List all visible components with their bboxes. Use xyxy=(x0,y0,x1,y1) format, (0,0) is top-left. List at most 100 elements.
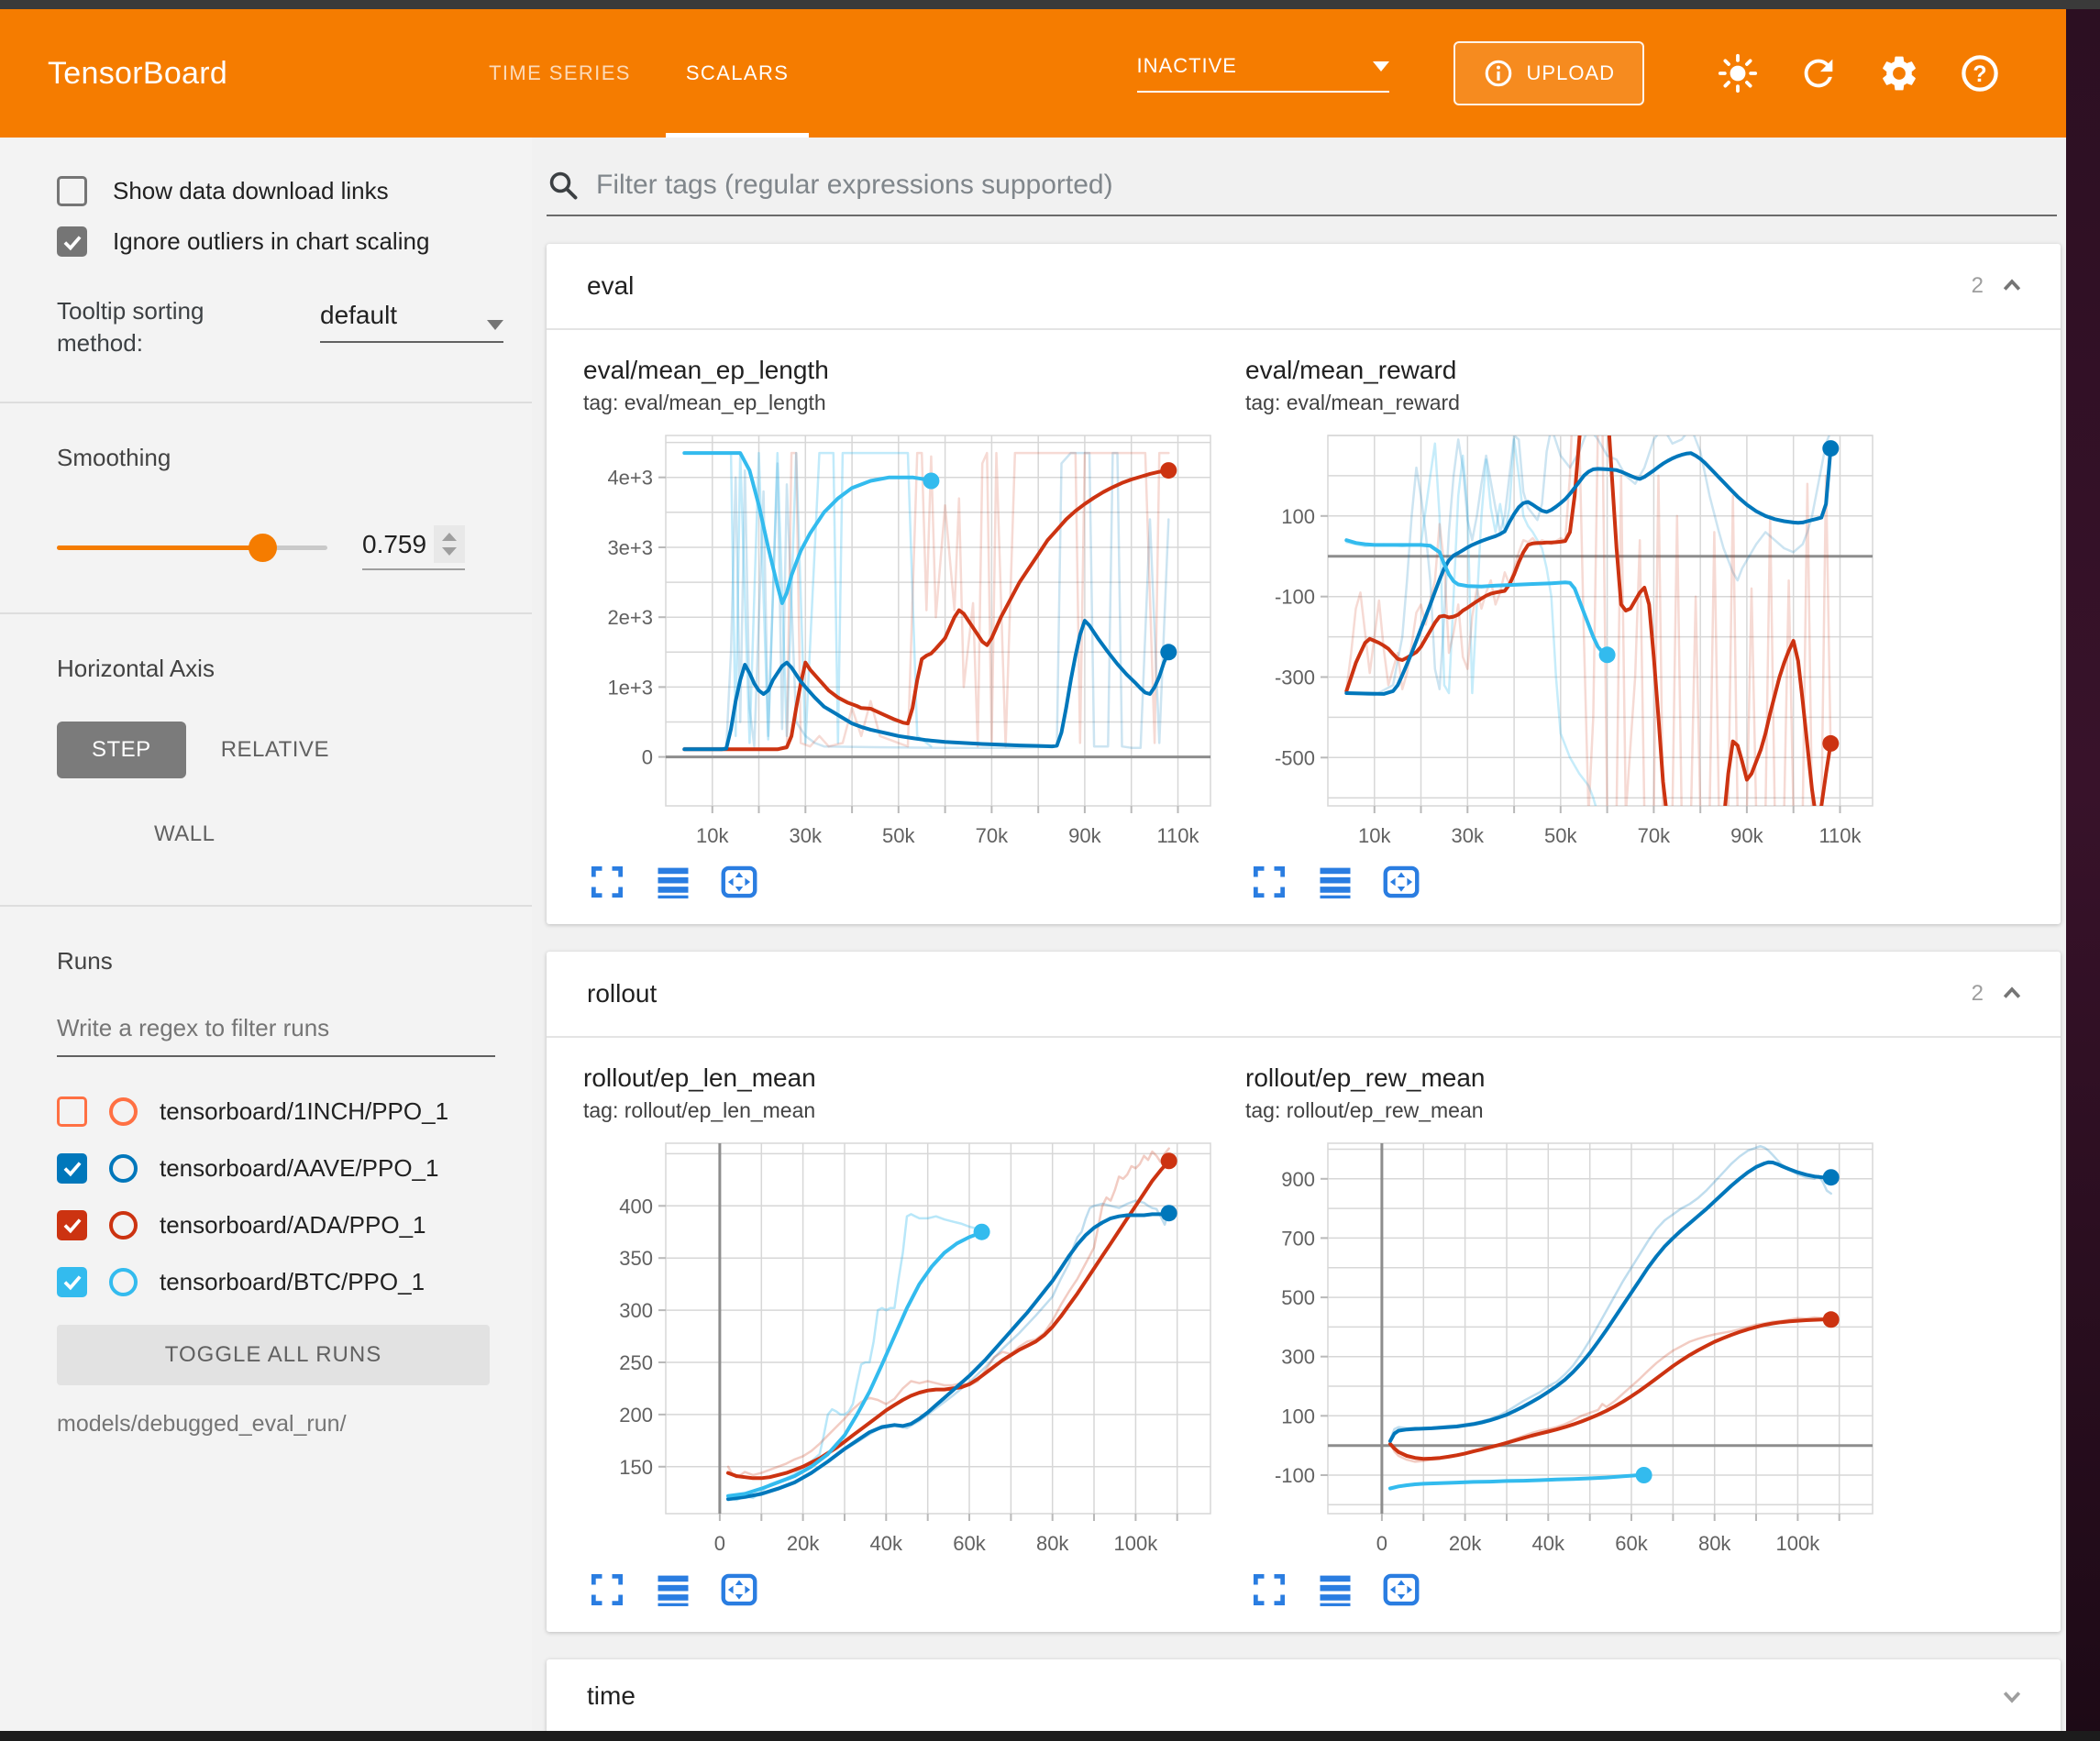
checkbox-unchecked-icon[interactable] xyxy=(57,176,87,206)
section-header-rollout[interactable]: rollout 2 xyxy=(547,952,2061,1038)
run-row[interactable]: tensorboard/1INCH/PPO_1 xyxy=(57,1083,532,1140)
help-icon[interactable]: ? xyxy=(1959,52,2001,94)
fit-domain-icon[interactable] xyxy=(719,862,759,902)
chart-plot-area[interactable]: 10k 30k 50k 70k 90k 110k 0 1e+3 2e+3 3e+3 4e+3 xyxy=(583,424,1245,860)
run-row[interactable]: tensorboard/AAVE/PPO_1 xyxy=(57,1140,532,1196)
svg-text:80k: 80k xyxy=(1698,1532,1731,1555)
svg-text:10k: 10k xyxy=(1358,824,1391,847)
run-label: tensorboard/1INCH/PPO_1 xyxy=(160,1096,449,1125)
axis-option-step[interactable]: STEP xyxy=(57,722,186,779)
section-header-eval[interactable]: eval 2 xyxy=(547,244,2061,330)
run-color-ring-icon xyxy=(109,1153,138,1183)
chart-tag: tag: eval/mean_ep_length xyxy=(583,391,826,414)
svg-text:900: 900 xyxy=(1281,1168,1315,1191)
runs-table-icon[interactable] xyxy=(1315,862,1355,902)
chart-tag: tag: rollout/ep_len_mean xyxy=(583,1098,816,1122)
tooltip-sorting-dropdown[interactable]: default xyxy=(320,301,503,343)
svg-text:700: 700 xyxy=(1281,1227,1315,1250)
fit-domain-icon[interactable] xyxy=(719,1570,759,1610)
sidebar-divider xyxy=(0,402,532,404)
runs-table-icon[interactable] xyxy=(653,862,693,902)
tab-time-series[interactable]: TIME SERIES xyxy=(489,61,631,84)
run-row[interactable]: tensorboard/BTC/PPO_1 xyxy=(57,1253,532,1310)
scalar-chart-card: rollout/ep_rew_mean tag: rollout/ep_rew_… xyxy=(1245,1063,1907,1619)
runs-base-path: models/debugged_eval_run/ xyxy=(57,1411,347,1438)
chevron-down-icon[interactable] xyxy=(1996,1680,2028,1712)
chart-plot-area[interactable]: 10k 30k 50k 70k 90k 110k 100 -100 -300 -500 xyxy=(1245,424,1907,860)
scalar-chart-card: rollout/ep_len_mean tag: rollout/ep_len_… xyxy=(583,1063,1245,1619)
ignore-outliers-checkbox-row[interactable]: Ignore outliers in chart scaling xyxy=(57,226,532,257)
svg-text:110k: 110k xyxy=(1156,824,1199,847)
expand-chart-icon[interactable] xyxy=(587,862,627,902)
svg-text:70k: 70k xyxy=(1638,824,1671,847)
upload-button[interactable]: UPLOAD xyxy=(1453,41,1644,105)
svg-text:100k: 100k xyxy=(1776,1532,1821,1555)
run-checkbox[interactable] xyxy=(57,1152,87,1184)
svg-text:20k: 20k xyxy=(1449,1532,1482,1555)
chart-plot-area[interactable]: 0 20k 40k 60k 80k 100k -100 100 300 500 700 900 xyxy=(1245,1132,1907,1568)
brightness-icon[interactable] xyxy=(1717,52,1759,94)
section-card-rollout: rollout 2 rollout/ep_len_mean tag: rollo… xyxy=(547,952,2061,1632)
chart-title: eval/mean_reward xyxy=(1245,356,1457,384)
runs-table-icon[interactable] xyxy=(1315,1570,1355,1610)
smoothing-stepper[interactable] xyxy=(434,525,465,564)
smoothing-value-input[interactable]: 0.759 xyxy=(362,529,427,558)
svg-text:300: 300 xyxy=(619,1299,653,1322)
run-checkbox[interactable] xyxy=(57,1096,87,1127)
smoothing-slider-knob[interactable] xyxy=(248,534,277,563)
refresh-icon[interactable] xyxy=(1797,52,1840,94)
section-header-time[interactable]: time xyxy=(547,1659,2061,1733)
svg-text:20k: 20k xyxy=(787,1532,820,1555)
fit-domain-icon[interactable] xyxy=(1381,862,1421,902)
chevron-up-icon[interactable] xyxy=(1996,270,2028,302)
scalar-chart-card: eval/mean_reward tag: eval/mean_reward 1… xyxy=(1245,356,1907,911)
axis-option-relative[interactable]: RELATIVE xyxy=(220,737,329,763)
svg-text:60k: 60k xyxy=(1615,1532,1648,1555)
svg-text:0: 0 xyxy=(642,746,653,769)
charts-row: rollout/ep_len_mean tag: rollout/ep_len_… xyxy=(547,1038,2061,1632)
axis-option-wall[interactable]: WALL xyxy=(154,821,216,847)
svg-text:?: ? xyxy=(1973,61,1986,87)
run-row[interactable]: tensorboard/ADA/PPO_1 xyxy=(57,1196,532,1253)
settings-gear-icon[interactable] xyxy=(1878,52,1920,94)
svg-text:40k: 40k xyxy=(870,1532,903,1555)
run-checkbox[interactable] xyxy=(57,1209,87,1240)
status-dropdown[interactable]: INACTIVE xyxy=(1136,54,1389,93)
fit-domain-icon[interactable] xyxy=(1381,1570,1421,1610)
checkbox-label: Ignore outliers in chart scaling xyxy=(113,227,430,255)
svg-text:80k: 80k xyxy=(1036,1532,1069,1555)
svg-text:500: 500 xyxy=(1281,1286,1315,1309)
runs-table-icon[interactable] xyxy=(653,1570,693,1610)
tab-scalars[interactable]: SCALARS xyxy=(658,9,817,138)
svg-text:300: 300 xyxy=(1281,1346,1315,1369)
svg-text:-100: -100 xyxy=(1275,1464,1315,1487)
checkbox-checked-icon[interactable] xyxy=(57,226,87,257)
smoothing-slider[interactable] xyxy=(57,534,327,563)
runs-filter-input[interactable] xyxy=(57,1008,495,1058)
chevron-up-icon[interactable] xyxy=(1996,978,2028,1009)
svg-text:150: 150 xyxy=(619,1456,653,1479)
run-label: tensorboard/AAVE/PPO_1 xyxy=(160,1153,439,1182)
chart-tag: tag: eval/mean_reward xyxy=(1245,391,1460,414)
runs-heading: Runs xyxy=(57,947,113,975)
show-download-links-checkbox-row[interactable]: Show data download links xyxy=(57,176,532,206)
chart-title: rollout/ep_rew_mean xyxy=(1245,1063,1486,1092)
header-actions: INACTIVE UPLOAD xyxy=(1136,41,2020,105)
run-checkbox[interactable] xyxy=(57,1266,87,1297)
charts-row: eval/mean_ep_length tag: eval/mean_ep_le… xyxy=(547,330,2061,924)
expand-chart-icon[interactable] xyxy=(1249,1570,1289,1610)
chart-toolbar xyxy=(1249,862,1907,902)
expand-chart-icon[interactable] xyxy=(587,1570,627,1610)
svg-text:70k: 70k xyxy=(976,824,1009,847)
svg-text:100k: 100k xyxy=(1114,1532,1159,1555)
settings-sidebar: Show data download links Ignore outliers… xyxy=(0,138,532,1731)
section-card-time: time xyxy=(547,1659,2061,1733)
tag-filter-input[interactable] xyxy=(594,169,2057,202)
toggle-all-runs-button[interactable]: TOGGLE ALL RUNS xyxy=(57,1325,490,1386)
tooltip-sorting-value: default xyxy=(320,301,398,329)
svg-text:100: 100 xyxy=(1281,505,1315,528)
chart-plot-area[interactable]: 0 20k 40k 60k 80k 100k 150 200 250 300 350 400 xyxy=(583,1132,1245,1568)
section-chart-count: 2 xyxy=(1971,273,1984,298)
expand-chart-icon[interactable] xyxy=(1249,862,1289,902)
svg-text:50k: 50k xyxy=(1544,824,1577,847)
